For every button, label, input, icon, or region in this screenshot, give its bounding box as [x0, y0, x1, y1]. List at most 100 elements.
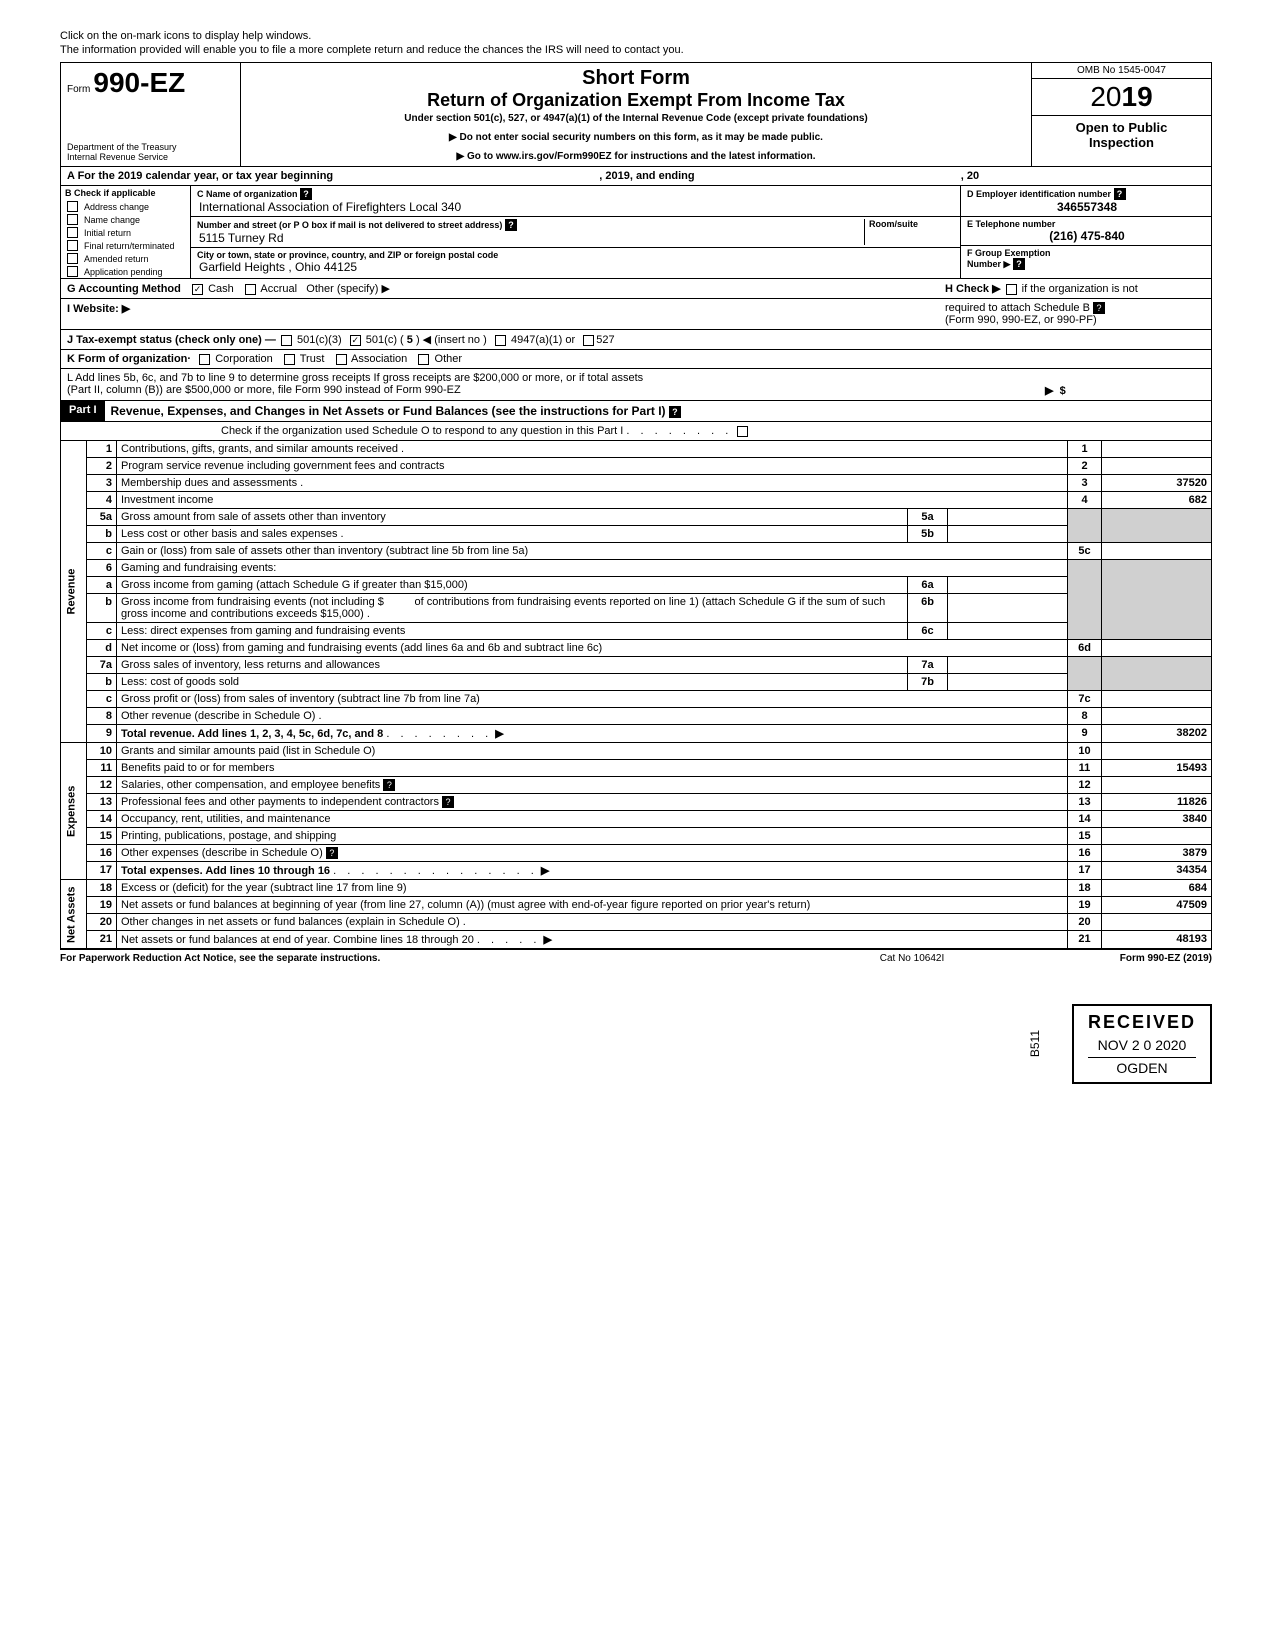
chk-other[interactable]	[418, 354, 429, 365]
help-icon[interactable]: ?	[1013, 258, 1025, 270]
line-num: 2	[87, 458, 117, 475]
line-rnum: 12	[1068, 777, 1102, 794]
g-label: G Accounting Method	[67, 283, 181, 295]
line-num: 20	[87, 914, 117, 931]
line-num: 7a	[87, 657, 117, 674]
line-desc: Printing, publications, postage, and shi…	[121, 830, 336, 842]
stamp-b511: B511	[1028, 1030, 1042, 1057]
line-rnum: 20	[1068, 914, 1102, 931]
line-rnum: 13	[1068, 794, 1102, 811]
line-desc: Gross income from gaming (attach Schedul…	[121, 579, 468, 591]
help-icon[interactable]: ?	[383, 779, 395, 791]
chk-final-return[interactable]: Final return/terminated	[61, 239, 190, 252]
footer-formno: Form 990-EZ (2019)	[1012, 953, 1212, 964]
line-rnum: 7c	[1068, 691, 1102, 708]
line-rnum: 10	[1068, 743, 1102, 760]
open-to-public: Open to Public Inspection	[1032, 116, 1211, 154]
h4-text: (Form 990, 990-EZ, or 990-PF)	[945, 314, 1097, 326]
subbox: 7a	[908, 657, 948, 674]
line-amt	[1102, 543, 1212, 560]
help-icon[interactable]: ?	[505, 219, 517, 231]
row-l-gross: L Add lines 5b, 6c, and 7b to line 9 to …	[60, 369, 1212, 401]
chk-corp[interactable]	[199, 354, 210, 365]
line-amt: 3840	[1102, 811, 1212, 828]
line-num: b	[87, 674, 117, 691]
line-num: 6	[87, 560, 117, 577]
side-net-assets: Net Assets	[61, 880, 87, 949]
chk-application-pending[interactable]: Application pending	[61, 265, 190, 278]
col-b-checkboxes: B Check if applicable Address change Nam…	[61, 186, 191, 278]
line-rnum: 19	[1068, 897, 1102, 914]
chk-527[interactable]	[583, 335, 594, 346]
opt-501c3: 501(c)(3)	[297, 334, 342, 346]
chk-assoc[interactable]	[336, 354, 347, 365]
other-org-label: Other	[435, 353, 463, 365]
chk-initial-return[interactable]: Initial return	[61, 226, 190, 239]
chk-501c3[interactable]	[281, 335, 292, 346]
line-amt	[1102, 914, 1212, 931]
line-desc: Gross amount from sale of assets other t…	[121, 511, 386, 523]
line-rnum: 9	[1068, 725, 1102, 743]
chk-label: Application pending	[84, 267, 163, 277]
org-name-value: International Association of Firefighter…	[197, 200, 954, 214]
arrow-icon: ▶	[541, 865, 549, 877]
line-num: b	[87, 526, 117, 543]
chk-trust[interactable]	[284, 354, 295, 365]
hint-line-1: Click on the on-mark icons to display he…	[60, 30, 1212, 42]
row-a-tax-year: A For the 2019 calendar year, or tax yea…	[60, 167, 1212, 186]
help-icon[interactable]: ?	[326, 847, 338, 859]
line-desc: Membership dues and assessments .	[121, 477, 303, 489]
line-desc: Total revenue. Add lines 1, 2, 3, 4, 5c,…	[121, 728, 383, 740]
line-num: 12	[87, 777, 117, 794]
line-amt	[1102, 441, 1212, 458]
help-icon[interactable]: ?	[669, 406, 681, 418]
line-rnum: 2	[1068, 458, 1102, 475]
line-amt	[1102, 828, 1212, 845]
line-desc: Other expenses (describe in Schedule O)	[121, 847, 323, 859]
line-rnum: 3	[1068, 475, 1102, 492]
line-amt: 34354	[1102, 862, 1212, 880]
h3-text: required to attach Schedule B	[945, 302, 1090, 314]
chk-schedule-b[interactable]	[1006, 284, 1017, 295]
goto-url: ▶ Go to www.irs.gov/Form990EZ for instru…	[247, 151, 1025, 162]
chk-accrual[interactable]	[245, 284, 256, 295]
chk-schedule-o[interactable]	[737, 426, 748, 437]
line-amt: 37520	[1102, 475, 1212, 492]
help-icon[interactable]: ?	[442, 796, 454, 808]
part-1-tag: Part I	[61, 401, 105, 421]
dept-treasury: Department of the Treasury	[67, 142, 177, 152]
dollar-sign: $	[1060, 385, 1066, 397]
line-amt: 682	[1102, 492, 1212, 509]
line-num: 10	[87, 743, 117, 760]
row-j-tax-status: J Tax-exempt status (check only one) — 5…	[60, 330, 1212, 350]
tel-cell: E Telephone number (216) 475-840	[961, 217, 1211, 246]
line-desc: Net assets or fund balances at beginning…	[121, 899, 810, 911]
chk-label: Initial return	[84, 228, 131, 238]
line-num: 21	[87, 931, 117, 949]
help-icon[interactable]: ?	[1093, 302, 1105, 314]
under-section: Under section 501(c), 527, or 4947(a)(1)…	[247, 113, 1025, 124]
chk-name-change[interactable]: Name change	[61, 213, 190, 226]
help-icon[interactable]: ?	[300, 188, 312, 200]
tel-value: (216) 475-840	[967, 229, 1205, 243]
inspection-label: Inspection	[1036, 135, 1207, 150]
line-desc: Less cost or other basis and sales expen…	[121, 528, 344, 540]
row-k-form-org: K Form of organization· Corporation Trus…	[60, 350, 1212, 369]
accrual-label: Accrual	[260, 283, 297, 295]
form-number: 990-EZ	[93, 67, 185, 98]
other-label: Other (specify) ▶	[306, 283, 390, 295]
line-rnum: 1	[1068, 441, 1102, 458]
l-text-2: (Part II, column (B)) are $500,000 or mo…	[67, 384, 1045, 397]
line-amt: 3879	[1102, 845, 1212, 862]
line-desc: Professional fees and other payments to …	[121, 796, 439, 808]
chk-501c[interactable]: ✓	[350, 335, 361, 346]
chk-cash[interactable]: ✓	[192, 284, 203, 295]
line-desc: Contributions, gifts, grants, and simila…	[121, 443, 404, 455]
help-icon[interactable]: ?	[1114, 188, 1126, 200]
chk-amended-return[interactable]: Amended return	[61, 252, 190, 265]
chk-address-change[interactable]: Address change	[61, 200, 190, 213]
city-value: Garfield Heights , Ohio 44125	[197, 260, 954, 274]
omb-number: OMB No 1545-0047	[1032, 63, 1211, 79]
chk-4947[interactable]	[495, 335, 506, 346]
line-rnum: 5c	[1068, 543, 1102, 560]
